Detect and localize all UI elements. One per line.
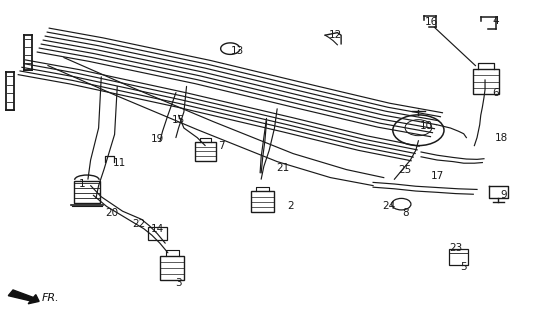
Text: 21: 21 <box>276 163 289 173</box>
Text: 6: 6 <box>492 88 499 98</box>
Text: 23: 23 <box>449 243 462 253</box>
Bar <box>160 256 184 280</box>
Bar <box>251 191 274 212</box>
Text: 11: 11 <box>114 158 126 168</box>
Text: 24: 24 <box>383 201 395 212</box>
Polygon shape <box>28 295 39 304</box>
Text: 18: 18 <box>495 132 507 143</box>
Text: 16: 16 <box>425 17 438 28</box>
Text: 4: 4 <box>492 16 499 26</box>
Text: 10: 10 <box>420 121 433 132</box>
Text: 14: 14 <box>151 224 164 234</box>
Text: 2: 2 <box>287 201 294 212</box>
Bar <box>148 227 167 240</box>
Text: 25: 25 <box>399 164 411 175</box>
Text: FR.: FR. <box>42 293 59 303</box>
Text: 19: 19 <box>151 134 164 144</box>
Bar <box>449 249 468 265</box>
Text: 20: 20 <box>106 208 118 218</box>
Text: 13: 13 <box>231 46 244 56</box>
Text: 1: 1 <box>79 179 86 189</box>
Text: 5: 5 <box>461 262 467 272</box>
Polygon shape <box>9 290 34 301</box>
Bar <box>473 69 499 94</box>
Text: 8: 8 <box>402 208 408 218</box>
Text: 22: 22 <box>132 219 145 229</box>
Text: 17: 17 <box>431 171 443 181</box>
Bar <box>74 181 100 203</box>
Text: 3: 3 <box>175 278 182 288</box>
Text: 9: 9 <box>500 190 507 200</box>
Text: 7: 7 <box>218 140 224 151</box>
Bar <box>195 142 216 161</box>
Text: 12: 12 <box>329 30 342 40</box>
Text: 15: 15 <box>172 115 185 125</box>
